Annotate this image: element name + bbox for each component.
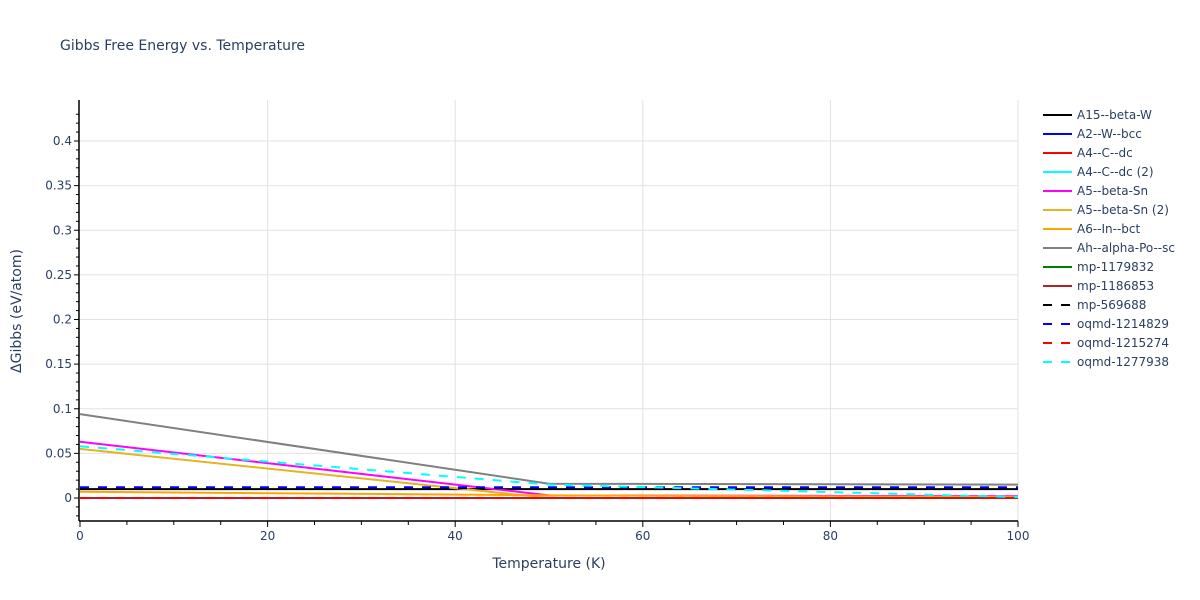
series-line bbox=[79, 490, 1019, 499]
legend-item[interactable]: A5--beta-Sn (2) bbox=[1043, 203, 1169, 217]
legend-item[interactable]: A15--beta-W bbox=[1043, 108, 1152, 122]
x-tick-label: 80 bbox=[823, 529, 838, 543]
x-tick-label: 100 bbox=[1007, 529, 1030, 543]
y-axis-title: ΔGibbs (eV/atom) bbox=[9, 249, 25, 373]
y-tick-label: 0.05 bbox=[45, 446, 72, 460]
legend-label: mp-1186853 bbox=[1077, 279, 1154, 293]
x-tick-label: 20 bbox=[260, 529, 275, 543]
x-axis-title: Temperature (K) bbox=[491, 556, 605, 572]
x-tick-label: 60 bbox=[635, 529, 650, 543]
y-tick-label: 0.3 bbox=[53, 223, 72, 237]
chart-title: Gibbs Free Energy vs. Temperature bbox=[60, 38, 305, 54]
legend-label: A4--C--dc bbox=[1077, 146, 1133, 160]
legend-item[interactable]: mp-1186853 bbox=[1043, 279, 1154, 293]
legend-item[interactable]: oqmd-1277938 bbox=[1043, 355, 1169, 369]
legend-label: mp-1179832 bbox=[1077, 260, 1154, 274]
legend-label: mp-569688 bbox=[1077, 298, 1146, 312]
y-tick-label: 0.4 bbox=[53, 134, 72, 148]
legend-label: oqmd-1214829 bbox=[1077, 317, 1169, 331]
legend-label: oqmd-1215274 bbox=[1077, 336, 1169, 350]
y-tick-label: 0.25 bbox=[45, 268, 72, 282]
legend-item[interactable]: A4--C--dc bbox=[1043, 146, 1133, 160]
legend-item[interactable]: A6--In--bct bbox=[1043, 222, 1141, 236]
legend-label: Ah--alpha-Po--sc bbox=[1077, 241, 1175, 255]
y-tick-label: 0.15 bbox=[45, 357, 72, 371]
legend-item[interactable]: oqmd-1215274 bbox=[1043, 336, 1169, 350]
y-tick-label: 0.35 bbox=[45, 179, 72, 193]
legend-label: oqmd-1277938 bbox=[1077, 355, 1169, 369]
legend-item[interactable]: Ah--alpha-Po--sc bbox=[1043, 241, 1175, 255]
series-line bbox=[79, 445, 1019, 499]
series-line bbox=[79, 413, 1019, 486]
series-line bbox=[79, 447, 1018, 499]
legend-item[interactable]: oqmd-1214829 bbox=[1043, 317, 1169, 331]
legend-label: A5--beta-Sn (2) bbox=[1077, 203, 1169, 217]
y-tick-label: 0 bbox=[64, 491, 72, 505]
legend-item[interactable]: mp-569688 bbox=[1043, 298, 1146, 312]
legend-label: A2--W--bcc bbox=[1077, 127, 1142, 141]
legend-label: A4--C--dc (2) bbox=[1077, 165, 1154, 179]
legend-item[interactable]: A4--C--dc (2) bbox=[1043, 165, 1154, 179]
legend-item[interactable]: A2--W--bcc bbox=[1043, 127, 1142, 141]
y-tick-label: 0.1 bbox=[53, 402, 72, 416]
legend-label: A6--In--bct bbox=[1077, 222, 1141, 236]
x-tick-label: 0 bbox=[76, 529, 84, 543]
legend-item[interactable]: A5--beta-Sn bbox=[1043, 184, 1148, 198]
x-tick-label: 40 bbox=[448, 529, 463, 543]
legend-label: A5--beta-Sn bbox=[1077, 184, 1148, 198]
legend-label: A15--beta-W bbox=[1077, 108, 1152, 122]
plot-area bbox=[79, 413, 1019, 499]
legend: A15--beta-W A2--W--bcc A4--C--dc A4--C--dc … bbox=[1043, 108, 1175, 369]
legend-item[interactable]: mp-1179832 bbox=[1043, 260, 1154, 274]
axes: 0 0.05 0.1 0.15 0.2 0.25 0.3 0.35 0.4 0 20 40 60 80 10… bbox=[45, 100, 1029, 543]
y-tick-label: 0.2 bbox=[53, 313, 72, 327]
